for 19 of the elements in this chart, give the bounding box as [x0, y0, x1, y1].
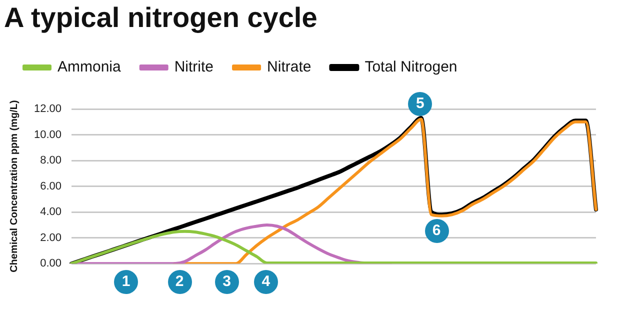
y-tick-label: 6.00 [40, 180, 62, 192]
text: 3 [214, 270, 239, 294]
text: 4 [254, 270, 278, 294]
y-tick-label: 10.00 [34, 128, 62, 141]
annotation: 5 [408, 92, 432, 116]
y-tick-label: 2.00 [40, 232, 62, 244]
y-tick-label: 4.00 [40, 206, 62, 218]
legend-label: Nitrate [267, 58, 312, 76]
text: 1 [114, 270, 138, 294]
legend-label: Ammonia [58, 58, 122, 76]
legend-label: Nitrite [174, 58, 214, 76]
legend-label: Total Nitrogen [364, 58, 458, 76]
y-tick-label: 8.00 [40, 154, 62, 167]
chart-title: A typical nitrogen cycle [4, 2, 318, 34]
y-tick-label: 12.00 [34, 103, 62, 116]
annotation: 6 [424, 219, 449, 244]
text: 2 [168, 270, 192, 294]
y-tick-label: 0.00 [40, 258, 62, 270]
y-axis-title: Chemical Concentration ppm (mg/L) [8, 100, 20, 272]
